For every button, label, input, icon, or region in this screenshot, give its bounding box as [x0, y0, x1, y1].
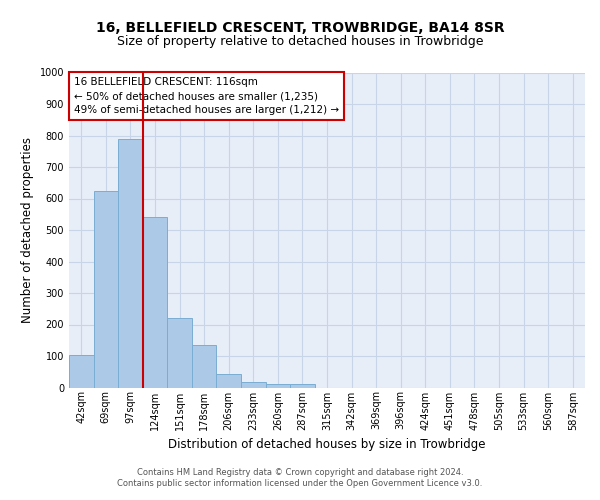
Bar	[143, 218, 167, 388]
Bar	[290, 384, 315, 388]
Text: 16, BELLEFIELD CRESCENT, TROWBRIDGE, BA14 8SR: 16, BELLEFIELD CRESCENT, TROWBRIDGE, BA1…	[95, 20, 505, 34]
Bar	[266, 384, 290, 388]
Text: Size of property relative to detached houses in Trowbridge: Size of property relative to detached ho…	[117, 36, 483, 49]
Bar	[241, 382, 266, 388]
Bar	[118, 138, 143, 388]
Text: Contains public sector information licensed under the Open Government Licence v3: Contains public sector information licen…	[118, 480, 482, 488]
Bar	[192, 345, 217, 388]
Bar	[167, 318, 192, 388]
Y-axis label: Number of detached properties: Number of detached properties	[21, 137, 34, 323]
X-axis label: Distribution of detached houses by size in Trowbridge: Distribution of detached houses by size …	[168, 438, 486, 451]
Bar	[69, 355, 94, 388]
Text: Contains HM Land Registry data © Crown copyright and database right 2024.: Contains HM Land Registry data © Crown c…	[137, 468, 463, 477]
Bar	[217, 374, 241, 388]
Text: 16 BELLEFIELD CRESCENT: 116sqm
← 50% of detached houses are smaller (1,235)
49% : 16 BELLEFIELD CRESCENT: 116sqm ← 50% of …	[74, 77, 339, 115]
Bar	[94, 190, 118, 388]
